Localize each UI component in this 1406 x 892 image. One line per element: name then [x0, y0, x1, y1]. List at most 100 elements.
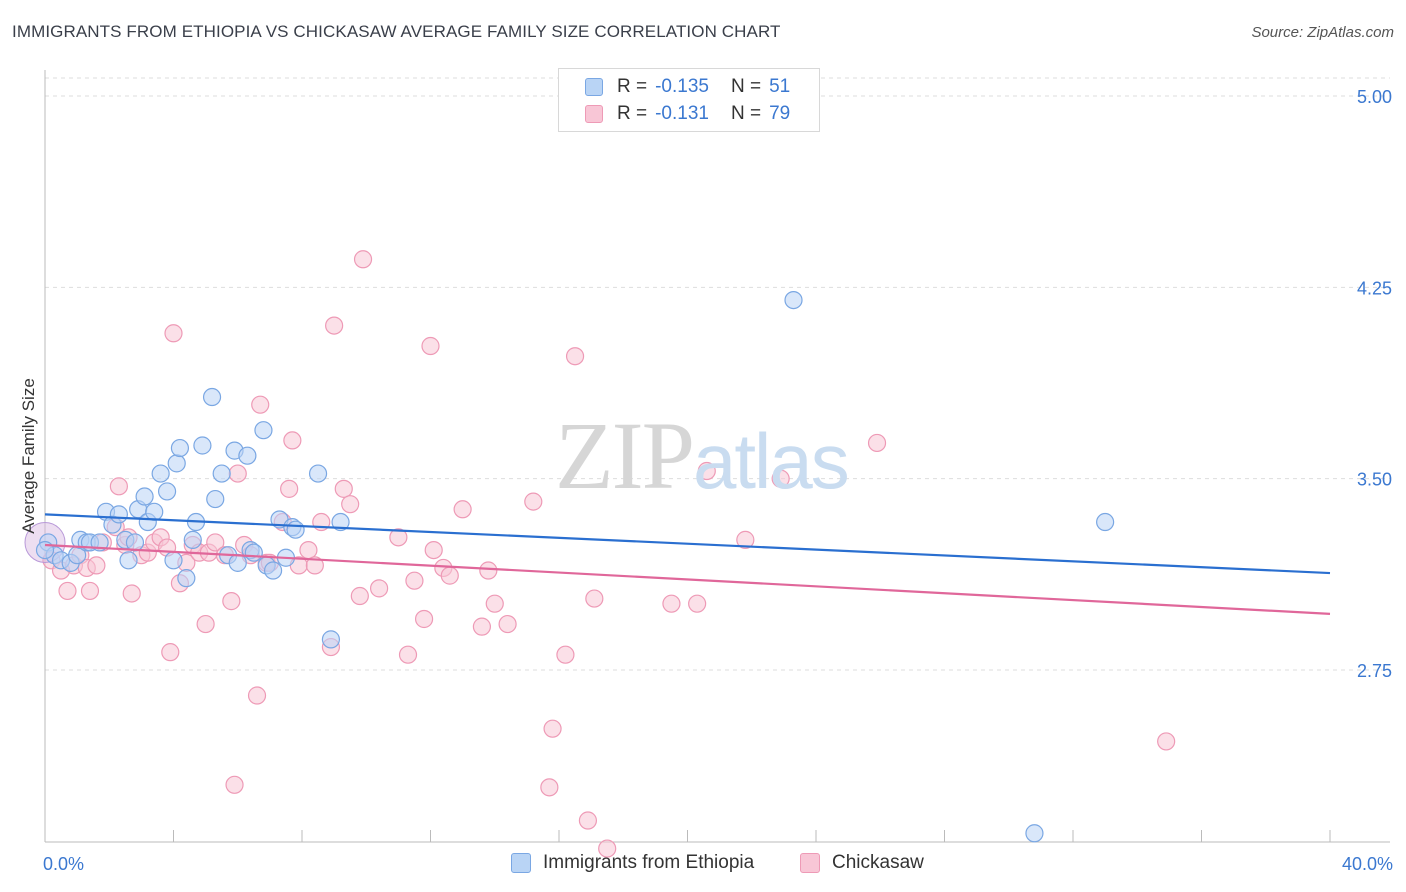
- ethiopia-point: [1025, 824, 1044, 843]
- legend-r-label: R =: [617, 103, 648, 124]
- legend-n-value: 79: [769, 103, 791, 124]
- chickasaw-point: [1157, 732, 1176, 751]
- ethiopia-point: [157, 482, 177, 501]
- chickasaw-point: [228, 464, 247, 483]
- watermark-atlas: atlas: [693, 417, 850, 505]
- chickasaw-point: [688, 594, 707, 613]
- legend-swatch-blue: [585, 78, 603, 96]
- chickasaw-point: [206, 533, 225, 552]
- ethiopia-point: [183, 530, 202, 549]
- ethiopia-point: [263, 561, 283, 580]
- ethiopia-point: [125, 533, 145, 552]
- chickasaw-trend-line: [44, 543, 1331, 615]
- legend-r-value: -0.131: [655, 103, 709, 124]
- chickasaw-point: [524, 492, 543, 511]
- chickasaw-point: [251, 395, 270, 414]
- ethiopia-point: [193, 436, 212, 455]
- chickasaw-point: [565, 347, 585, 366]
- chickasaw-point: [405, 571, 424, 590]
- ethiopia-point: [170, 438, 190, 458]
- legend-item-ethiopia: Immigrants from Ethiopia: [511, 852, 754, 874]
- chickasaw-point: [389, 528, 408, 547]
- chickasaw-point: [585, 589, 604, 608]
- series-legend: Immigrants from Ethiopia Chickasaw: [0, 852, 1406, 878]
- chickasaw-point: [161, 643, 180, 662]
- ethiopia-trend-line: [44, 513, 1331, 575]
- chickasaw-point: [472, 617, 491, 636]
- chickasaw-point: [299, 540, 318, 560]
- legend-row-chickasaw: R = -0.131 N = 79: [585, 101, 790, 127]
- legend-n-label: N =: [730, 103, 762, 124]
- chickasaw-point: [196, 614, 215, 634]
- chickasaw-point: [662, 594, 681, 613]
- y-tick-label: 2.75: [1357, 661, 1392, 681]
- ethiopia-point: [119, 551, 138, 570]
- chickasaw-point: [414, 609, 434, 629]
- ethiopia-point: [164, 551, 183, 570]
- chickasaw-point: [598, 839, 617, 858]
- x-tick-label: 40.0%: [1342, 854, 1393, 874]
- y-tick-label: 4.25: [1357, 278, 1392, 298]
- ethiopia-point: [331, 512, 350, 532]
- y-tick-label: 5.00: [1357, 87, 1392, 107]
- trend-lines: [44, 513, 1331, 615]
- ethiopia-points: [35, 290, 1115, 843]
- chickasaw-point: [421, 336, 440, 356]
- ethiopia-point: [228, 553, 247, 572]
- chickasaw-point: [479, 561, 498, 580]
- watermark-zip: ZIP: [555, 402, 695, 509]
- ethiopia-point: [202, 387, 222, 407]
- y-axis-label: Average Family Size: [19, 378, 38, 534]
- chickasaw-point: [222, 592, 241, 611]
- chickasaw-point: [424, 540, 443, 560]
- legend-n-value: 51: [769, 76, 791, 97]
- legend-swatch-pink: [800, 853, 820, 873]
- chickasaw-point: [122, 584, 141, 603]
- stats-legend: R = -0.135 N = 51 R = -0.131 N = 79: [558, 68, 820, 132]
- chickasaw-point: [225, 775, 244, 794]
- chickasaw-point: [305, 556, 324, 575]
- chickasaw-point: [247, 686, 267, 705]
- chickasaw-point: [540, 778, 559, 797]
- ethiopia-point: [244, 543, 263, 562]
- legend-label-chickasaw: Chickasaw: [832, 852, 924, 873]
- ethiopia-point: [35, 540, 55, 560]
- chickasaw-point: [87, 556, 106, 575]
- ethiopia-point: [321, 630, 341, 649]
- ethiopia-point: [151, 464, 170, 483]
- x-tick-label: 0.0%: [43, 854, 84, 874]
- chickasaw-point: [398, 645, 418, 664]
- legend-r-value: -0.135: [655, 76, 709, 97]
- chickasaw-point: [867, 433, 887, 453]
- chickasaw-point: [353, 250, 373, 269]
- chart-title: IMMIGRANTS FROM ETHIOPIA VS CHICKASAW AV…: [12, 22, 781, 41]
- ethiopia-point: [177, 569, 196, 588]
- ethiopia-point: [308, 464, 328, 483]
- chickasaw-point: [164, 324, 183, 343]
- chickasaw-point: [736, 530, 755, 549]
- chickasaw-point: [485, 594, 504, 613]
- ethiopia-point: [254, 421, 273, 440]
- chickasaw-point: [440, 566, 459, 585]
- legend-swatch-blue: [511, 853, 531, 873]
- ethiopia-point: [109, 505, 128, 524]
- chickasaw-point: [80, 581, 100, 601]
- chickasaw-point: [543, 719, 562, 738]
- legend-row-ethiopia: R = -0.135 N = 51: [585, 74, 790, 100]
- ethiopia-point: [238, 446, 257, 465]
- ethiopia-point: [212, 464, 231, 483]
- chickasaw-point: [498, 614, 517, 634]
- ethiopia-point: [1096, 512, 1115, 532]
- x-tick-labels: 0.0% 40.0%: [43, 854, 1393, 874]
- chickasaw-point: [556, 645, 575, 664]
- chickasaw-point: [341, 495, 360, 514]
- axes: [44, 70, 1390, 843]
- ethiopia-point: [135, 487, 154, 506]
- source-text: Source: ZipAtlas.com: [1251, 24, 1394, 41]
- legend-swatch-pink: [585, 105, 603, 123]
- y-tick-label: 3.50: [1357, 470, 1392, 490]
- chickasaw-point: [578, 811, 598, 830]
- ethiopia-point: [286, 520, 305, 539]
- chickasaw-point: [771, 469, 790, 488]
- ethiopia-point: [206, 489, 225, 509]
